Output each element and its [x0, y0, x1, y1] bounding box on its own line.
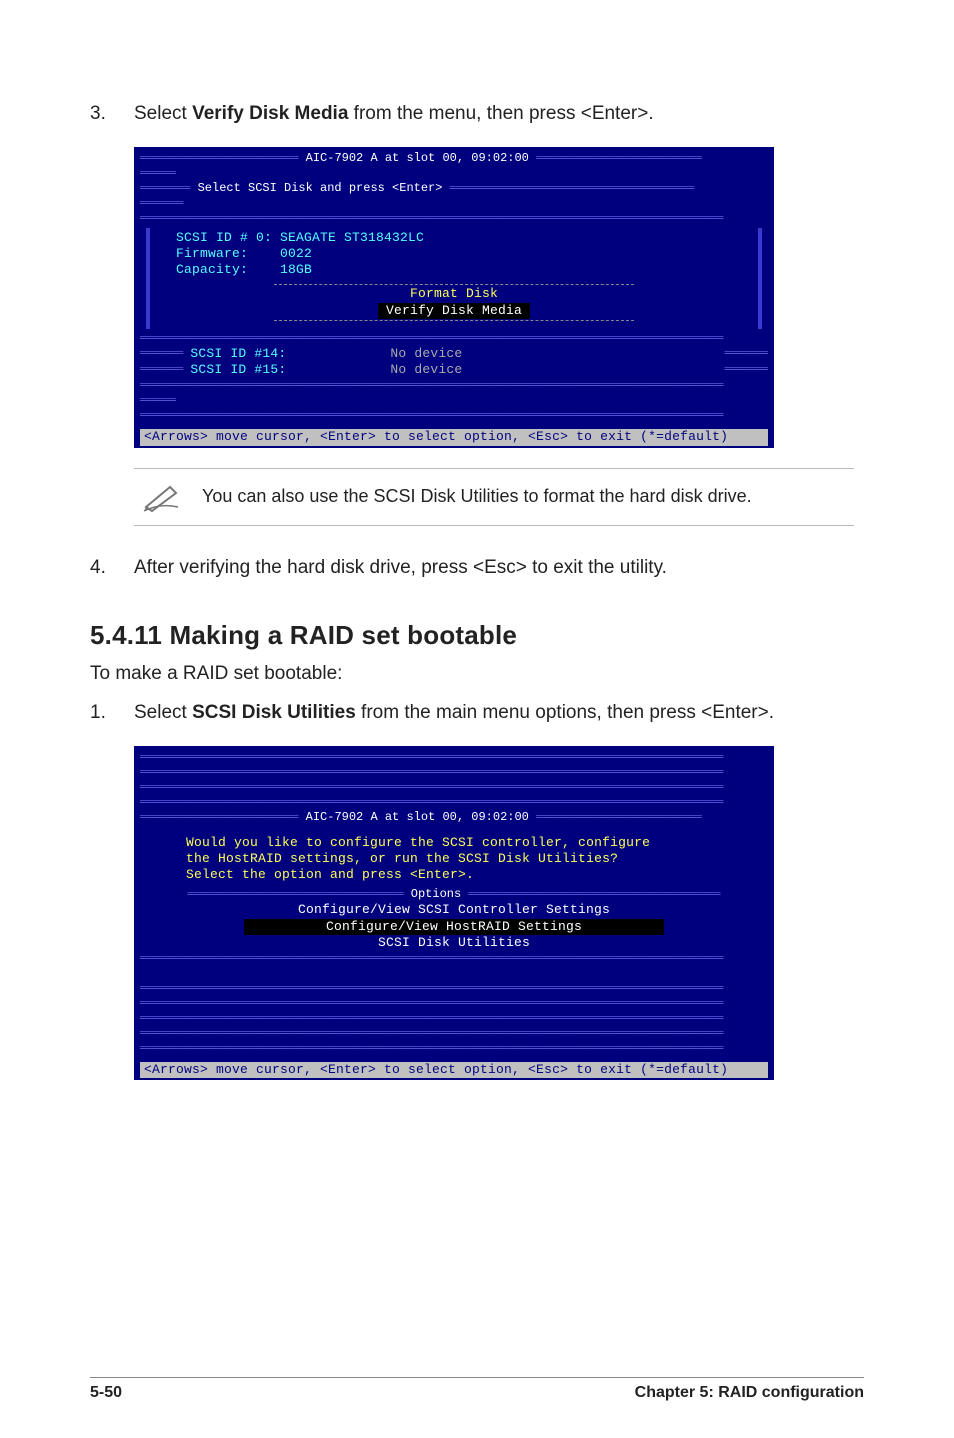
step-3: 3. Select Verify Disk Media from the men… [90, 100, 864, 129]
step-3-post: from the menu, then press <Enter>. [348, 103, 653, 124]
note-text: You can also use the SCSI Disk Utilities… [190, 486, 854, 507]
bios1-menu-format: Format Disk [274, 286, 634, 302]
bios1-cap-label: Capacity: [176, 262, 248, 277]
step-3-pre: Select [134, 103, 192, 124]
step-1b-post: from the main menu options, then press <… [356, 702, 774, 723]
bios1-dev15-r: No device [390, 362, 717, 378]
step-3-bold: Verify Disk Media [192, 103, 348, 124]
note-row: You can also use the SCSI Disk Utilities… [134, 468, 854, 526]
bios2-q2: the HostRAID settings, or run the SCSI D… [186, 851, 722, 867]
bios1-menu-verify: Verify Disk Media [378, 303, 530, 319]
bios2-opt-1: Configure/View HostRAID Settings [244, 919, 664, 935]
bios1-fw-label: Firmware: [176, 246, 248, 261]
bios1-dev-row-14: ══════ SCSI ID #14: No device ══════ [140, 346, 768, 362]
bios1-title: AIC-7902 A at slot 00, 09:02:00 [306, 151, 529, 165]
page-footer: 5-50 Chapter 5: RAID configuration [90, 1377, 864, 1402]
page-number: 5-50 [90, 1384, 122, 1402]
section-intro: To make a RAID set bootable: [90, 663, 864, 685]
step-1b-bold: SCSI Disk Utilities [192, 702, 356, 723]
section-num: 5.4.11 [90, 620, 162, 650]
step-1b-pre: Select [134, 702, 192, 723]
bios1-dev14-l: SCSI ID #14: [190, 346, 390, 362]
bios1-dev-row-15: ══════ SCSI ID #15: No device ══════ [140, 362, 768, 378]
step-3-num: 3. [90, 100, 134, 129]
step-3-text: Select Verify Disk Media from the menu, … [134, 100, 864, 129]
section-heading: 5.4.11 Making a RAID set bootable [90, 620, 864, 651]
chapter-label: Chapter 5: RAID configuration [635, 1384, 864, 1402]
step-4-num: 4. [90, 554, 134, 583]
bios1-fw-val: 0022 [280, 246, 312, 261]
bios1-menu: Format Disk Verify Disk Media [274, 284, 634, 321]
page: 3. Select Verify Disk Media from the men… [0, 0, 954, 1438]
bios2-opt-label: Options [411, 887, 461, 901]
step-1b-num: 1. [90, 699, 134, 728]
bios2-title: AIC-7902 A at slot 00, 09:02:00 [306, 810, 529, 824]
step-1b: 1. Select SCSI Disk Utilities from the m… [90, 699, 864, 728]
bios2-q1: Would you like to configure the SCSI con… [186, 835, 722, 851]
bios2-q3: Select the option and press <Enter>. [186, 867, 722, 883]
bios-screenshot-1: ══════════════════════ AIC-7902 A at slo… [134, 147, 774, 448]
bios2-opt-2: SCSI Disk Utilities [140, 935, 768, 951]
bios1-dev14-r: No device [390, 346, 717, 362]
bios1-footer: <Arrows> move cursor, <Enter> to select … [140, 429, 768, 445]
bios-screenshot-2: ════════════════════════════════════════… [134, 746, 774, 1081]
step-1b-text: Select SCSI Disk Utilities from the main… [134, 699, 864, 728]
step-4: 4. After verifying the hard disk drive, … [90, 554, 864, 583]
bios2-footer: <Arrows> move cursor, <Enter> to select … [140, 1062, 768, 1078]
step-4-text: After verifying the hard disk drive, pre… [134, 554, 864, 583]
bios2-opt-0: Configure/View SCSI Controller Settings [140, 902, 768, 918]
pencil-note-icon [134, 477, 190, 517]
bios1-dev15-l: SCSI ID #15: [190, 362, 390, 378]
bios1-scsi-line: SCSI ID # 0: SEAGATE ST318432LC [176, 230, 424, 245]
bios1-cap-val: 18GB [280, 262, 312, 277]
bios1-inner: SCSI ID # 0: SEAGATE ST318432LC Firmware… [146, 228, 762, 329]
section-title: Making a RAID set bootable [170, 620, 518, 650]
bios1-subtitle: Select SCSI Disk and press <Enter> [198, 181, 443, 195]
